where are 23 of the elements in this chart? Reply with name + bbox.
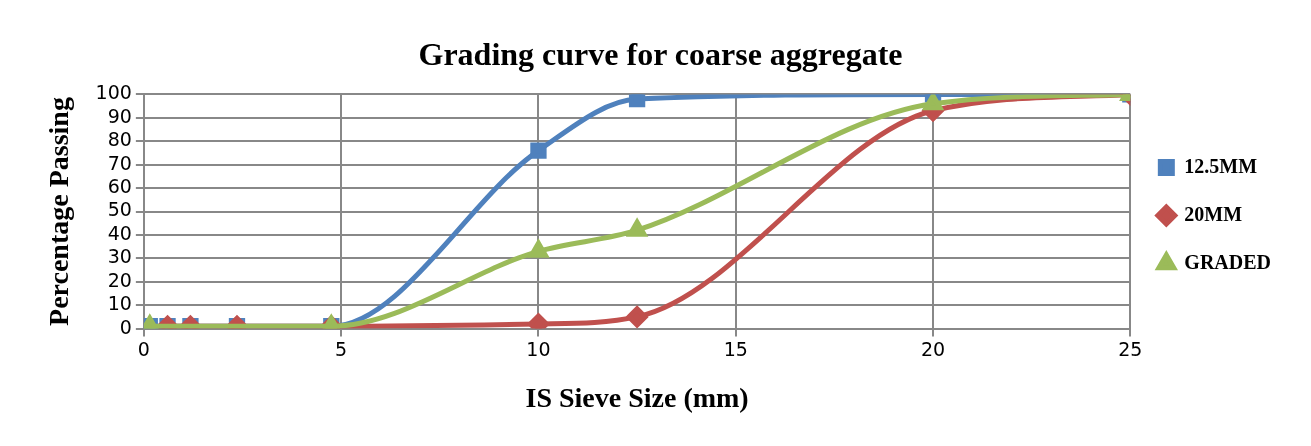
legend-label: 20MM [1184,202,1243,225]
legend-label: 12.5MM [1184,154,1258,177]
x-axis-title: IS Sieve Size (mm) [525,382,749,414]
y-tick-label: 0 [119,315,132,338]
y-tick-label: 50 [107,198,132,221]
x-tick-label: 0 [137,337,150,360]
x-tick-label: 5 [335,337,348,360]
y-tick-label: 10 [107,292,132,315]
x-tick-label: 10 [526,337,551,360]
y-tick-label: 70 [107,151,132,174]
y-tick-label: 90 [107,104,132,127]
y-tick-label: 60 [107,175,132,198]
x-tick-label: 15 [723,337,748,360]
y-axis-title: Percentage Passing [43,97,75,326]
y-tick-label: 40 [107,221,132,244]
y-tick-label: 100 [95,81,132,104]
y-tick-label: 80 [107,128,132,151]
y-tick-label: 30 [107,245,132,268]
x-tick-label: 20 [920,337,946,360]
legend-label: GRADED [1184,250,1271,273]
y-tick-label: 20 [107,268,132,291]
x-tick-label: 25 [1118,337,1143,360]
chart-title: Grading curve for coarse aggregate [418,36,903,73]
